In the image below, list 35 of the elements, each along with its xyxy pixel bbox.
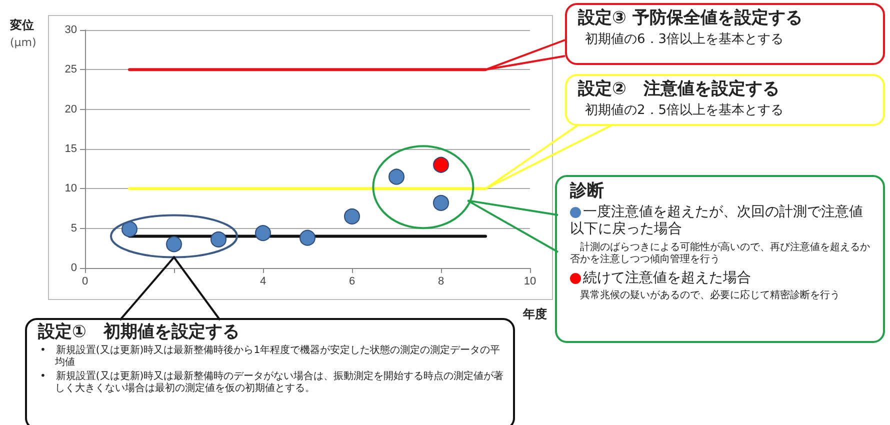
x-tick-label: 8	[438, 276, 444, 288]
text: 計測のばらつきによる可能性が高いので、再び注意値を超えるか否かを注意しつつ傾向管理を行う	[570, 242, 870, 266]
y-tick-label: 20	[64, 103, 77, 116]
y-tick-label: 10	[64, 182, 77, 195]
text: 設定③ 予防保全値を設定する	[578, 8, 802, 28]
y-tick-label: 15	[64, 143, 77, 155]
text: 初期値の2．5倍以上を基本とする	[585, 103, 784, 119]
point	[122, 221, 138, 238]
text: • 新規設置(又は更新)時又は最新整備時後から1年程度で機器が安定した状態の測定の測定データの平均値	[40, 345, 502, 369]
text: 一度注意値を超えたが、次回の計測で注意値以下に戻った場合	[570, 204, 864, 238]
text: 初期値の6．3倍以上を基本とする	[585, 32, 784, 48]
text: 設定② 注意値を設定する	[578, 79, 780, 100]
x-tick-label: 10	[524, 276, 536, 288]
point	[210, 231, 226, 248]
text: • 新規設置(又は更新)時又は最新整備時のデータがない場合は、振動測定を開始する時点の測定値が著しく大きくない場合は最初の測定値を仮の初期値とする。	[40, 371, 505, 395]
x-tick-label: 4	[260, 276, 266, 288]
point	[300, 230, 316, 246]
y-tick-label: 25	[64, 64, 77, 76]
y-tick-label: 5	[70, 222, 77, 234]
x-axis-title: 年度	[523, 307, 547, 322]
point	[166, 236, 182, 252]
x-tick-label: 0	[82, 276, 88, 288]
point	[255, 225, 271, 242]
point	[433, 194, 449, 211]
y-tick-label: 30	[64, 24, 77, 36]
text: 異常兆候の疑いがあるので、必要に応じて精密診断を行う	[579, 290, 841, 302]
point	[388, 168, 404, 185]
point	[433, 156, 449, 173]
text: 設定① 初期値を設定する	[38, 322, 240, 342]
text: 診断	[570, 181, 604, 202]
y-tick-label: 0	[70, 262, 77, 274]
x-tick-label: 6	[348, 276, 356, 288]
point	[344, 208, 360, 224]
y-axis-title: 変位 (μm)	[10, 18, 36, 50]
text: 続けて注意値を超えた場合	[582, 270, 752, 287]
